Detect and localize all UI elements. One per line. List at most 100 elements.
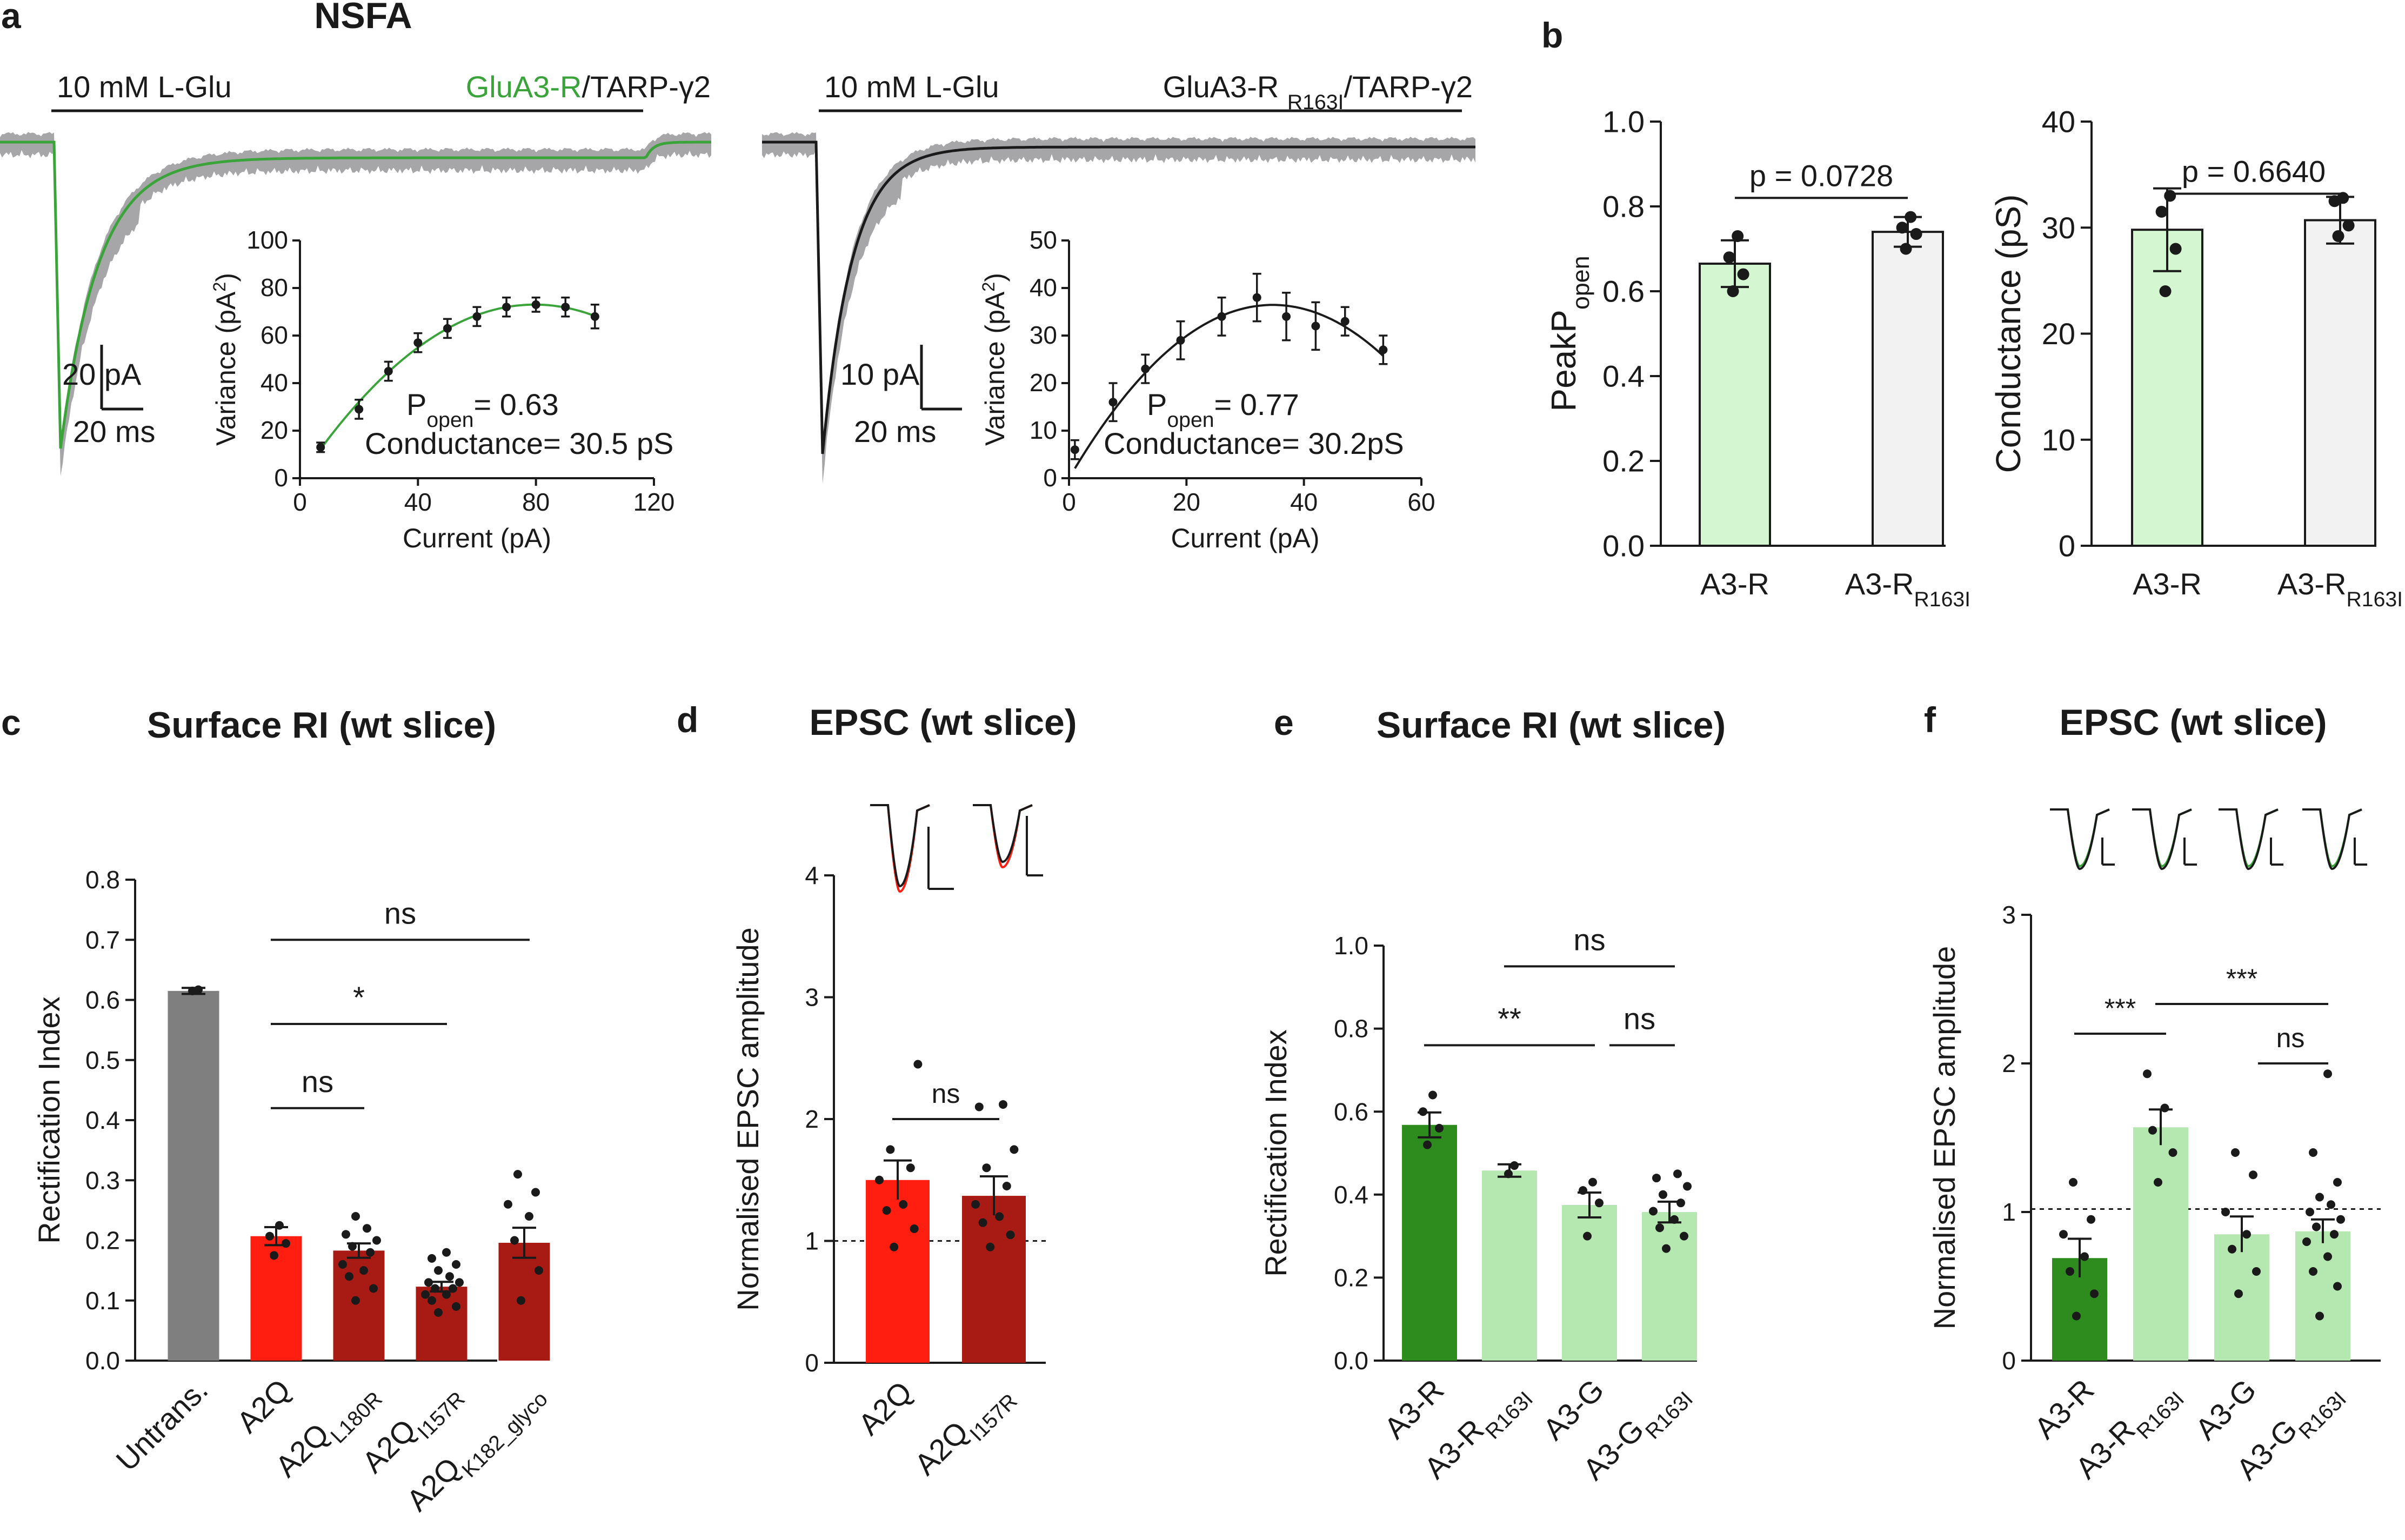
- c-surface-ri-data-point: [452, 1302, 460, 1311]
- e-surface-ri-data-point: [1595, 1198, 1604, 1208]
- c-surface-ri-data-point: [431, 1284, 439, 1293]
- d-epsc-data-point: [978, 1218, 987, 1227]
- f-example-epsc-3-trace-a: [2219, 808, 2279, 871]
- panel-label-d: d: [677, 700, 698, 740]
- a-left-conductance-label: Conductance= 30.5 pS: [365, 426, 673, 460]
- e-surface-ri-xtick-label-part-0: A3-R: [1378, 1372, 1451, 1445]
- e-surface-ri-bar: [1562, 1205, 1617, 1361]
- c-surface-ri-data-point: [427, 1254, 436, 1263]
- f-epsc-data-point: [2333, 1282, 2342, 1291]
- c-surface-ri-ytick-label: 0.3: [85, 1166, 120, 1194]
- e-surface-ri-ytick-label: 0.6: [1334, 1097, 1368, 1126]
- e-surface-ri-xtick-label-part-1: R163I: [1481, 1387, 1537, 1443]
- b-peak-popen-ylabel-part-1: open: [1567, 256, 1594, 310]
- a-left-scale-y-label: 20 pA: [62, 357, 142, 391]
- d-epsc-data-point: [986, 1242, 995, 1251]
- c-surface-ri-data-point: [366, 1248, 375, 1257]
- f-epsc-ytick-label: 1: [2002, 1198, 2016, 1226]
- c-surface-ri-data-point: [535, 1266, 543, 1275]
- a-right-inset-data-point: [1282, 312, 1291, 321]
- c-surface-ri-data-point: [372, 1236, 381, 1245]
- e-surface-ri-ylabel: Rectification Index: [1259, 1029, 1293, 1277]
- e-surface-ri-significance-label: ns: [1624, 1001, 1655, 1035]
- b-peak-popen-bar: [1872, 231, 1944, 547]
- a-left-inset-data-point: [561, 303, 570, 312]
- panel-a-title: NSFA: [314, 0, 412, 36]
- a-left-construct-label: GluA3-R/TARP-γ2: [466, 70, 711, 104]
- b-peak-popen-xtick-label-part-0: A3-R: [1700, 567, 1769, 601]
- a-left-trace-band: [0, 132, 711, 477]
- f-epsc-title: EPSC (wt slice): [2059, 702, 2327, 743]
- b-peak-popen-ytick-label: 1.0: [1602, 105, 1645, 139]
- f-epsc-data-point: [2072, 1311, 2081, 1321]
- c-surface-ri-xtick-label-part-1: I157R: [413, 1387, 469, 1443]
- b-conductance-p-value-label: p = 0.6640: [2182, 154, 2326, 188]
- e-surface-ri-data-point: [1662, 1244, 1671, 1253]
- a-left-inset-ytick-label: 20: [260, 416, 288, 444]
- e-surface-ri-data-point: [1649, 1207, 1658, 1216]
- a-right-inset-ytick-label: 20: [1030, 369, 1057, 397]
- d-epsc-data-point: [999, 1100, 1007, 1109]
- b-peak-popen-data-point: [1737, 268, 1749, 280]
- d-epsc-significance-label: ns: [932, 1079, 960, 1109]
- a-left-inset-data-point: [384, 367, 393, 376]
- a-right-inset-ylabel-part-2: ): [980, 273, 1010, 282]
- c-surface-ri-data-point: [342, 1230, 350, 1239]
- a-right-construct-label-part-0: GluA3-R: [1163, 70, 1279, 104]
- d-epsc-data-point: [1010, 1145, 1019, 1154]
- f-example-epsc-4-trace-b: [2302, 808, 2362, 868]
- c-surface-ri-significance-label: ns: [384, 896, 416, 930]
- d-example-epsc-1-trace-a: [870, 804, 930, 888]
- f-epsc-data-point: [2234, 1289, 2243, 1298]
- a-left-inset-xtick-label: 120: [633, 488, 675, 516]
- panel-label-b: b: [1541, 15, 1563, 55]
- f-epsc-data-point: [2090, 1289, 2099, 1298]
- a-right-inset-ytick-label: 10: [1030, 416, 1057, 444]
- a-left-inset-data-point: [531, 300, 540, 309]
- f-example-epsc-4-trace-a: [2302, 808, 2362, 871]
- c-surface-ri-data-point: [455, 1278, 464, 1287]
- a-right-inset-xtick-label: 60: [1407, 488, 1435, 516]
- e-surface-ri-data-point: [1673, 1169, 1682, 1179]
- f-epsc-data-point: [2333, 1178, 2342, 1187]
- a-right-inset-data-point: [1108, 398, 1118, 407]
- d-epsc-data-point: [906, 1163, 915, 1173]
- e-surface-ri-bar: [1482, 1170, 1537, 1361]
- a-left-scale-x-label: 20 ms: [73, 414, 156, 448]
- b-peak-popen-data-point: [1723, 251, 1735, 264]
- a-left-construct-label-part-1: /TARP-γ2: [582, 70, 711, 104]
- a-right-inset-ytick-label: 0: [1043, 464, 1057, 492]
- f-epsc-data-point: [2080, 1252, 2089, 1261]
- f-epsc-data-point: [2312, 1222, 2321, 1231]
- a-right-construct-label-part-2: R163I: [1287, 91, 1344, 114]
- c-surface-ri-data-point: [525, 1212, 533, 1221]
- a-left-inset-xlabel: Current (pA): [403, 523, 551, 553]
- b-peak-popen-ytick-label: 0.0: [1602, 529, 1645, 563]
- e-surface-ri-xtick-label-part-0: A3-G: [1536, 1372, 1611, 1447]
- d-example-epsc-1-trace-b: [870, 804, 930, 893]
- c-surface-ri-title: Surface RI (wt slice): [147, 705, 496, 746]
- b-peak-popen-p-value-label: p = 0.0728: [1749, 158, 1893, 192]
- c-surface-ri-ytick-label: 0.0: [85, 1347, 120, 1375]
- a-left-inset-ylabel-part-0: Variance (pA: [211, 291, 241, 446]
- e-surface-ri-data-point: [1419, 1107, 1427, 1116]
- a-right-inset-data-point: [1340, 317, 1350, 326]
- a-left-inset-ytick-label: 100: [246, 226, 288, 254]
- a-left-inset-data-point: [443, 324, 452, 333]
- f-example-epsc-3-trace-b: [2219, 808, 2279, 868]
- a-right-inset-fit-curve: [1074, 304, 1384, 469]
- e-surface-ri-data-point: [1435, 1123, 1444, 1133]
- e-surface-ri-data-point: [1510, 1161, 1519, 1170]
- b-peak-popen-xtick-label: A3-RR163I: [1845, 567, 1970, 611]
- b-conductance-data-point: [2164, 190, 2176, 202]
- d-epsc-xtick-label: A2QI157R: [908, 1375, 1022, 1489]
- e-surface-ri-significance-label: **: [1498, 1001, 1521, 1035]
- c-surface-ri-data-point: [504, 1200, 512, 1209]
- c-surface-ri-bar: [168, 990, 219, 1361]
- a-left-inset-ytick-label: 40: [260, 369, 288, 397]
- b-peak-popen-ylabel-part-0: PeakP: [1544, 310, 1583, 412]
- f-epsc-data-point: [2154, 1178, 2162, 1187]
- a-left-popen-label-part-2: = 0.63: [474, 387, 559, 421]
- e-surface-ri-data-point: [1504, 1169, 1513, 1179]
